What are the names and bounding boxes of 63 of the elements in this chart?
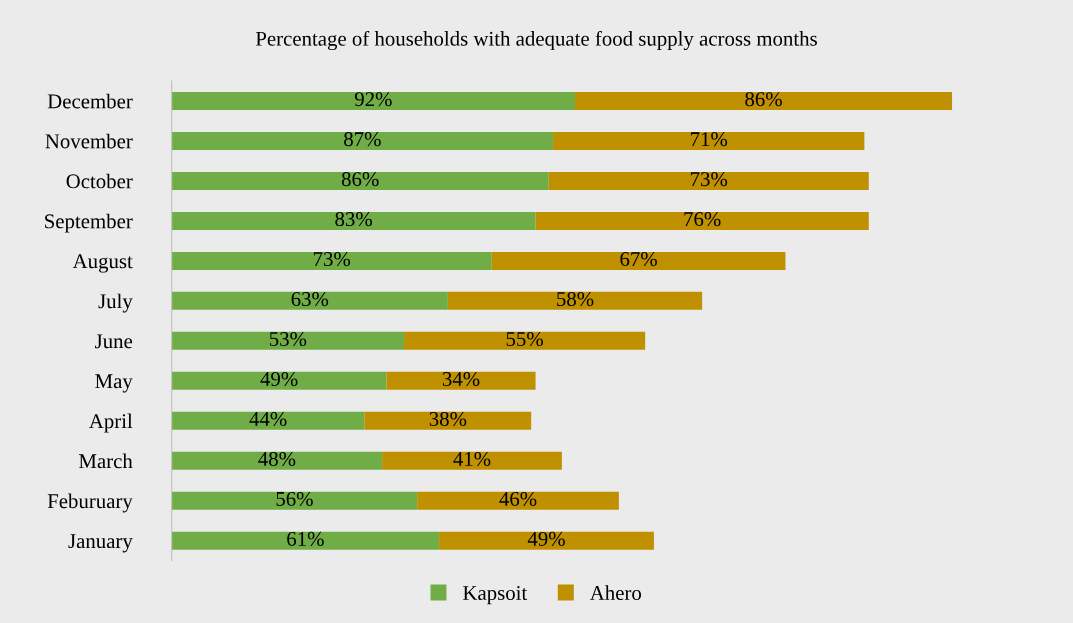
data-label: 46% — [499, 491, 537, 507]
bar — [171, 211, 536, 230]
y-tick-label: October — [66, 173, 133, 189]
bar — [171, 251, 492, 270]
bar — [171, 491, 418, 510]
y-tick-label: January — [68, 534, 133, 553]
bar — [382, 451, 562, 470]
data-label: 67% — [620, 252, 657, 267]
bar — [171, 91, 576, 110]
bar — [171, 411, 365, 430]
y-tick-label: May — [95, 374, 133, 393]
data-label: 92% — [354, 92, 392, 107]
data-label: 49% — [260, 371, 298, 387]
bar — [548, 171, 869, 190]
bar — [404, 331, 646, 350]
y-tick-label: November — [45, 133, 133, 149]
chart-title: Percentage of households with adequate food supply across months — [255, 30, 817, 51]
bar — [171, 331, 405, 350]
bar — [535, 211, 869, 230]
bar — [417, 491, 619, 510]
y-tick-label: August — [72, 254, 133, 273]
data-label: 55% — [506, 331, 543, 347]
bar — [171, 531, 440, 550]
bar — [171, 451, 383, 470]
y-tick-label: July — [98, 293, 133, 313]
bar — [439, 531, 654, 550]
y-tick-label: December — [47, 93, 133, 109]
legend-label: Ahero — [589, 585, 642, 601]
y-tick-label: April — [89, 413, 133, 433]
bar — [364, 411, 532, 430]
data-label: 87% — [344, 132, 381, 147]
bar — [447, 291, 703, 310]
data-label: 48% — [258, 451, 296, 467]
data-label: 86% — [341, 172, 379, 187]
bar — [575, 91, 953, 110]
bar — [171, 171, 549, 190]
data-label: 76% — [684, 212, 721, 227]
legend-label: Kapsoit — [463, 586, 528, 605]
data-label: 86% — [745, 92, 782, 107]
data-label: 83% — [335, 212, 372, 227]
bar — [171, 131, 554, 150]
y-tick-label: June — [95, 334, 133, 349]
data-label: 38% — [429, 411, 467, 427]
y-tick-label: September — [45, 213, 133, 233]
bar — [171, 371, 387, 390]
data-label: 53% — [269, 331, 307, 347]
y-tick-label: Feburuary — [47, 493, 133, 513]
data-label: 61% — [287, 531, 324, 546]
data-label: 73% — [691, 172, 728, 187]
data-label: 34% — [442, 371, 480, 387]
data-label: 73% — [313, 252, 351, 267]
data-label: 49% — [527, 531, 565, 546]
data-label: 71% — [691, 132, 728, 147]
bar — [386, 371, 536, 390]
bar — [553, 131, 865, 150]
bar — [491, 251, 786, 270]
data-label: 41% — [453, 451, 491, 467]
data-label: 58% — [557, 292, 594, 307]
bar — [171, 291, 448, 310]
y-tick-label: March — [79, 453, 133, 469]
data-label: 63% — [291, 292, 329, 307]
data-label: 44% — [249, 411, 287, 427]
data-label: 56% — [276, 491, 313, 507]
